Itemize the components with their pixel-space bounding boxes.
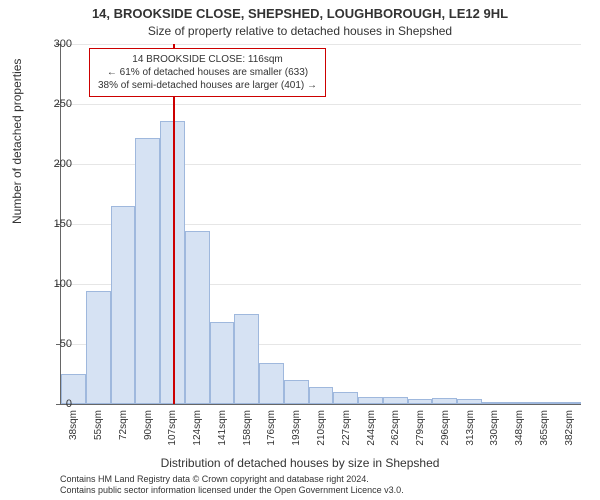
x-axis-label: Distribution of detached houses by size … xyxy=(0,456,600,470)
x-tick-label: 279sqm xyxy=(415,410,426,446)
x-tick-label: 365sqm xyxy=(539,410,550,446)
annotation-line-0: 14 BROOKSIDE CLOSE: 116sqm xyxy=(98,53,317,66)
y-tick-label: 300 xyxy=(32,38,72,50)
histogram-bar xyxy=(309,387,334,404)
histogram-bar xyxy=(259,363,284,404)
x-tick-label: 193sqm xyxy=(291,410,302,446)
x-tick-label: 348sqm xyxy=(514,410,525,446)
histogram-bar xyxy=(358,397,383,404)
x-tick-label: 176sqm xyxy=(266,410,277,446)
y-tick-label: 0 xyxy=(32,398,72,410)
annotation-line-2: 38% of semi-detached houses are larger (… xyxy=(98,79,317,92)
x-tick-label: 107sqm xyxy=(167,410,178,446)
x-tick-label: 72sqm xyxy=(118,410,129,440)
annotation-line-1: ← 61% of detached houses are smaller (63… xyxy=(98,66,317,79)
grid-line xyxy=(61,104,581,105)
x-tick-label: 227sqm xyxy=(341,410,352,446)
histogram-bar xyxy=(507,402,532,404)
histogram-bar xyxy=(86,291,111,404)
histogram-bar xyxy=(556,402,581,404)
histogram-bar xyxy=(383,397,408,404)
y-tick-label: 150 xyxy=(32,218,72,230)
histogram-bar xyxy=(457,399,482,404)
histogram-bar xyxy=(408,399,433,404)
x-tick-label: 330sqm xyxy=(489,410,500,446)
histogram-bar xyxy=(531,402,556,404)
y-axis-label: Number of detached properties xyxy=(10,59,24,224)
histogram-bar xyxy=(111,206,136,404)
plot-area: 14 BROOKSIDE CLOSE: 116sqm← 61% of detac… xyxy=(60,44,581,405)
footer-line-2: Contains public sector information licen… xyxy=(60,485,404,496)
footer-line-1: Contains HM Land Registry data © Crown c… xyxy=(60,474,404,485)
grid-line xyxy=(61,44,581,45)
histogram-bar xyxy=(482,402,507,404)
histogram-bar xyxy=(210,322,235,404)
x-tick-label: 382sqm xyxy=(564,410,575,446)
y-tick-label: 100 xyxy=(32,278,72,290)
x-tick-label: 124sqm xyxy=(192,410,203,446)
histogram-bar xyxy=(284,380,309,404)
y-tick-label: 250 xyxy=(32,98,72,110)
histogram-bar xyxy=(333,392,358,404)
chart-container: 14, BROOKSIDE CLOSE, SHEPSHED, LOUGHBORO… xyxy=(0,0,600,500)
histogram-bar xyxy=(234,314,259,404)
histogram-bar xyxy=(432,398,457,404)
x-tick-label: 313sqm xyxy=(465,410,476,446)
footer-text: Contains HM Land Registry data © Crown c… xyxy=(60,474,404,496)
y-tick-label: 200 xyxy=(32,158,72,170)
x-tick-label: 141sqm xyxy=(217,410,228,446)
annotation-box: 14 BROOKSIDE CLOSE: 116sqm← 61% of detac… xyxy=(89,48,326,97)
chart-title: 14, BROOKSIDE CLOSE, SHEPSHED, LOUGHBORO… xyxy=(0,6,600,21)
x-tick-label: 158sqm xyxy=(242,410,253,446)
x-tick-label: 262sqm xyxy=(390,410,401,446)
marker-line xyxy=(173,44,175,404)
histogram-bar xyxy=(185,231,210,404)
x-tick-label: 244sqm xyxy=(366,410,377,446)
x-tick-label: 55sqm xyxy=(93,410,104,440)
y-tick-label: 50 xyxy=(32,338,72,350)
x-tick-label: 38sqm xyxy=(68,410,79,440)
x-tick-label: 210sqm xyxy=(316,410,327,446)
chart-subtitle: Size of property relative to detached ho… xyxy=(0,24,600,38)
x-tick-label: 90sqm xyxy=(143,410,154,440)
histogram-bar xyxy=(135,138,160,404)
x-tick-label: 296sqm xyxy=(440,410,451,446)
